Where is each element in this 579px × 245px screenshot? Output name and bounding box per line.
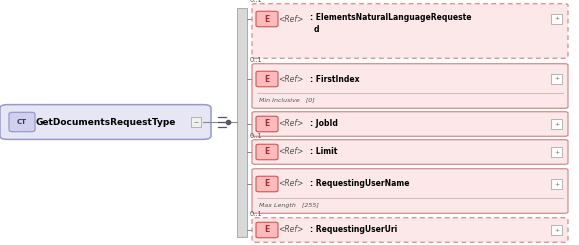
FancyBboxPatch shape xyxy=(256,176,278,192)
FancyBboxPatch shape xyxy=(252,169,568,213)
Bar xyxy=(551,225,562,235)
Text: E: E xyxy=(265,14,270,24)
Text: <Ref>: <Ref> xyxy=(278,180,303,188)
Text: : RequestingUserUri: : RequestingUserUri xyxy=(310,225,397,234)
FancyBboxPatch shape xyxy=(9,112,35,132)
Text: : ElementsNaturalLanguageRequeste: : ElementsNaturalLanguageRequeste xyxy=(310,13,471,23)
Text: +: + xyxy=(554,122,559,126)
FancyBboxPatch shape xyxy=(256,11,278,27)
Text: +: + xyxy=(554,76,559,82)
FancyBboxPatch shape xyxy=(252,140,568,164)
Text: <Ref>: <Ref> xyxy=(278,225,303,234)
Text: E: E xyxy=(265,74,270,84)
FancyBboxPatch shape xyxy=(252,64,568,108)
FancyBboxPatch shape xyxy=(256,116,278,132)
Text: d: d xyxy=(314,25,320,35)
Bar xyxy=(551,147,562,157)
Text: : JobId: : JobId xyxy=(310,120,338,128)
Bar xyxy=(551,74,562,84)
Text: E: E xyxy=(265,225,270,234)
Text: <Ref>: <Ref> xyxy=(278,14,303,24)
Text: E: E xyxy=(265,180,270,188)
Text: E: E xyxy=(265,147,270,157)
Text: 0..1: 0..1 xyxy=(250,57,263,63)
Text: +: + xyxy=(554,182,559,186)
FancyBboxPatch shape xyxy=(0,105,211,139)
Text: Max Length   [255]: Max Length [255] xyxy=(259,203,319,208)
FancyBboxPatch shape xyxy=(256,222,278,238)
FancyBboxPatch shape xyxy=(252,112,568,136)
Bar xyxy=(551,14,562,24)
Text: −: − xyxy=(193,120,199,124)
Text: 0..1: 0..1 xyxy=(250,133,263,139)
Text: Min Inclusive   [0]: Min Inclusive [0] xyxy=(259,98,315,102)
Text: <Ref>: <Ref> xyxy=(278,147,303,157)
FancyBboxPatch shape xyxy=(252,218,568,242)
Text: : RequestingUserName: : RequestingUserName xyxy=(310,180,409,188)
Bar xyxy=(237,8,247,237)
Text: : Limit: : Limit xyxy=(310,147,338,157)
FancyBboxPatch shape xyxy=(252,4,568,58)
Text: +: + xyxy=(554,149,559,155)
Text: : FirstIndex: : FirstIndex xyxy=(310,74,360,84)
Text: GetDocumentsRequestType: GetDocumentsRequestType xyxy=(36,118,177,126)
Bar xyxy=(191,117,201,127)
Text: CT: CT xyxy=(17,119,27,125)
Text: +: + xyxy=(554,16,559,22)
Text: E: E xyxy=(265,120,270,128)
Text: 0..1: 0..1 xyxy=(250,0,263,3)
Bar xyxy=(551,119,562,129)
Bar xyxy=(551,179,562,189)
Text: +: + xyxy=(554,228,559,233)
Text: 0..1: 0..1 xyxy=(250,211,263,217)
Text: <Ref>: <Ref> xyxy=(278,74,303,84)
Text: <Ref>: <Ref> xyxy=(278,120,303,128)
FancyBboxPatch shape xyxy=(256,144,278,160)
FancyBboxPatch shape xyxy=(256,71,278,87)
